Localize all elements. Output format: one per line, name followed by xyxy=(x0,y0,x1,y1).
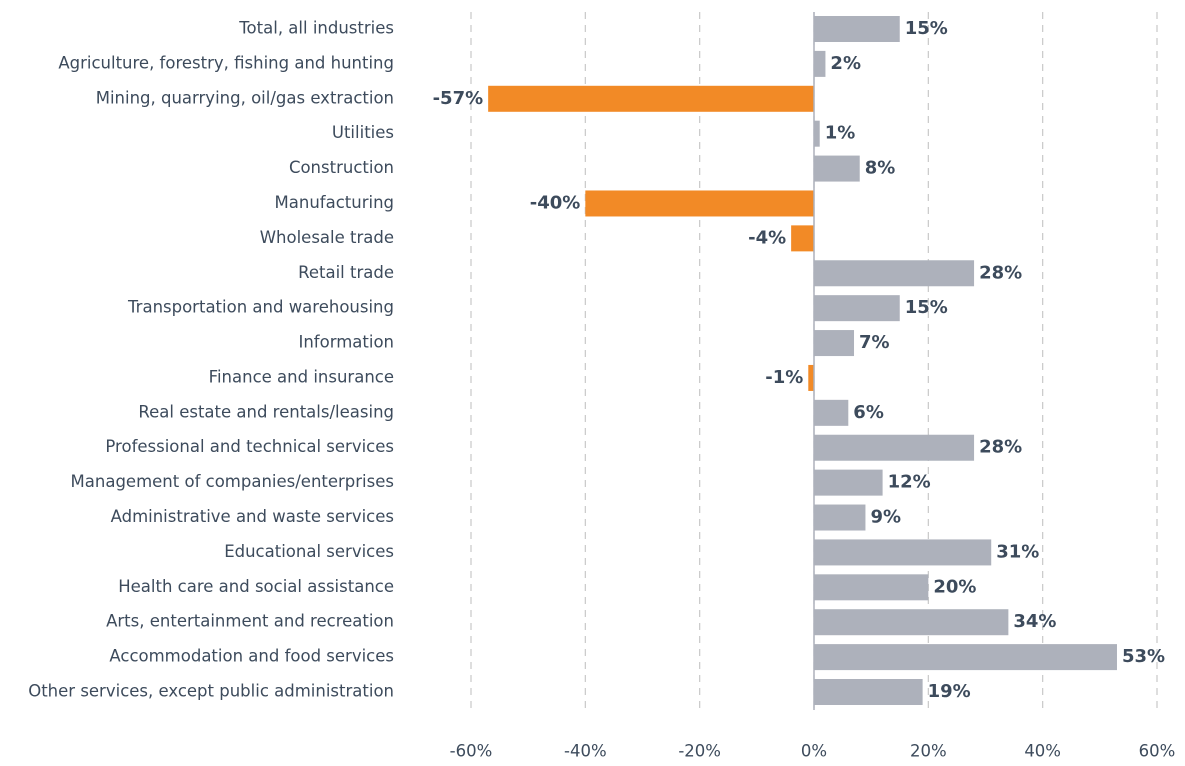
y-tick-label: Information xyxy=(298,333,394,352)
y-tick-label: Manufacturing xyxy=(275,193,394,212)
y-tick-label: Agriculture, forestry, fishing and hunti… xyxy=(58,53,394,72)
bar xyxy=(814,155,860,182)
y-tick-label: Real estate and rentals/leasing xyxy=(138,402,394,421)
y-tick-label: Retail trade xyxy=(298,263,394,282)
data-label: 6% xyxy=(853,402,884,423)
y-tick-label: Mining, quarrying, oil/gas extraction xyxy=(96,88,394,107)
data-label: 1% xyxy=(825,123,856,144)
x-tick-label: 40% xyxy=(1024,742,1061,761)
data-label: 8% xyxy=(865,158,896,179)
y-tick-label: Educational services xyxy=(224,542,394,561)
y-tick-label: Total, all industries xyxy=(238,19,394,38)
x-tick-label: -20% xyxy=(678,742,721,761)
bar xyxy=(814,504,866,531)
data-label: 12% xyxy=(888,472,931,493)
x-tick-label: -40% xyxy=(564,742,607,761)
y-tick-label: Construction xyxy=(289,158,394,177)
bar xyxy=(814,539,992,566)
data-label: 7% xyxy=(859,332,890,353)
bar xyxy=(814,295,900,322)
bar xyxy=(488,85,814,112)
data-label: 15% xyxy=(905,297,948,318)
bar xyxy=(814,330,855,357)
y-tick-label: Professional and technical services xyxy=(105,437,394,456)
bar xyxy=(814,644,1117,671)
data-label: 9% xyxy=(870,507,901,528)
data-label: 53% xyxy=(1122,646,1165,667)
bar xyxy=(814,16,900,42)
data-label: 34% xyxy=(1013,611,1056,632)
x-tick-label: 0% xyxy=(801,742,827,761)
data-label: 31% xyxy=(996,541,1039,562)
y-tick-label: Health care and social assistance xyxy=(118,577,394,596)
bar xyxy=(814,574,929,601)
bar xyxy=(814,399,849,426)
y-tick-label: Finance and insurance xyxy=(209,367,394,386)
y-tick-label: Other services, except public administra… xyxy=(28,682,394,701)
y-tick-label: Accommodation and food services xyxy=(109,647,394,666)
data-label: 28% xyxy=(979,437,1022,458)
data-label: -1% xyxy=(765,367,803,388)
data-label: -40% xyxy=(530,192,581,213)
bar xyxy=(585,190,814,217)
y-tick-label: Transportation and warehousing xyxy=(127,298,394,317)
x-tick-label: -60% xyxy=(450,742,493,761)
bar xyxy=(814,434,975,461)
data-label: -57% xyxy=(433,88,484,109)
data-label: -4% xyxy=(748,227,786,248)
y-tick-label: Wholesale trade xyxy=(260,228,394,247)
data-label: 15% xyxy=(905,18,948,39)
bar xyxy=(814,120,820,147)
bar xyxy=(791,225,814,252)
y-tick-label: Arts, entertainment and recreation xyxy=(106,612,394,631)
bar xyxy=(814,50,826,77)
y-tick-label: Utilities xyxy=(332,123,394,142)
y-tick-label: Management of companies/enterprises xyxy=(71,472,394,491)
y-tick-label: Administrative and waste services xyxy=(111,507,394,526)
data-label: 2% xyxy=(830,53,861,74)
x-tick-label: 20% xyxy=(910,742,947,761)
data-label: 20% xyxy=(933,576,976,597)
bar xyxy=(814,260,975,287)
data-label: 19% xyxy=(928,681,971,702)
bar xyxy=(808,364,814,391)
bar xyxy=(814,609,1009,636)
bar xyxy=(814,469,883,496)
bar xyxy=(814,679,923,705)
x-tick-label: 60% xyxy=(1139,742,1176,761)
data-label: 28% xyxy=(979,262,1022,283)
